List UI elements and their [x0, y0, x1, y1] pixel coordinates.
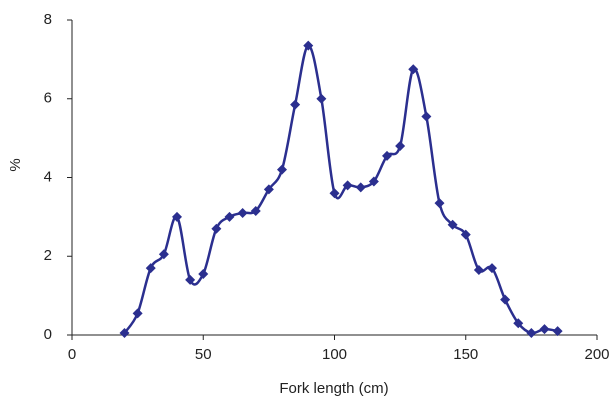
y-tick-label: 8 [44, 11, 52, 28]
y-tick-label: 4 [44, 168, 52, 185]
y-axis-title: % [7, 158, 24, 171]
marker [237, 207, 248, 218]
marker [303, 40, 314, 51]
marker [355, 182, 366, 193]
marker [224, 211, 235, 222]
marker [198, 268, 209, 279]
marker [460, 229, 471, 240]
marker [539, 324, 550, 335]
marker [158, 249, 169, 260]
marker [250, 205, 261, 216]
marker [382, 150, 392, 161]
marker [329, 188, 340, 199]
marker [316, 93, 327, 104]
marker [421, 111, 432, 122]
marker [263, 184, 274, 195]
marker [408, 64, 419, 75]
x-tick-label: 150 [453, 346, 478, 363]
x-tick-label: 200 [584, 346, 609, 363]
y-tick-label: 6 [44, 90, 52, 107]
y-tick-label: 2 [44, 247, 52, 264]
marker [342, 180, 353, 191]
marker [119, 328, 130, 339]
marker [277, 164, 287, 175]
marker [473, 265, 484, 276]
marker [185, 274, 196, 285]
marker [368, 176, 379, 187]
marker [526, 328, 537, 339]
marker [211, 223, 222, 234]
marker [395, 141, 406, 151]
x-tick-label: 0 [68, 346, 76, 363]
marker [290, 99, 301, 110]
marker [447, 219, 458, 230]
marker [434, 198, 445, 209]
x-tick-label: 100 [322, 346, 347, 363]
y-tick-label: 0 [44, 326, 52, 343]
x-tick-label: 50 [195, 346, 212, 363]
line [123, 44, 558, 335]
marker [487, 263, 497, 274]
marker [500, 294, 511, 305]
marker [513, 318, 524, 329]
marker [132, 308, 143, 319]
marker [552, 326, 563, 337]
x-axis-title: Fork length (cm) [279, 380, 388, 397]
marker [145, 263, 156, 274]
marker [172, 211, 182, 222]
